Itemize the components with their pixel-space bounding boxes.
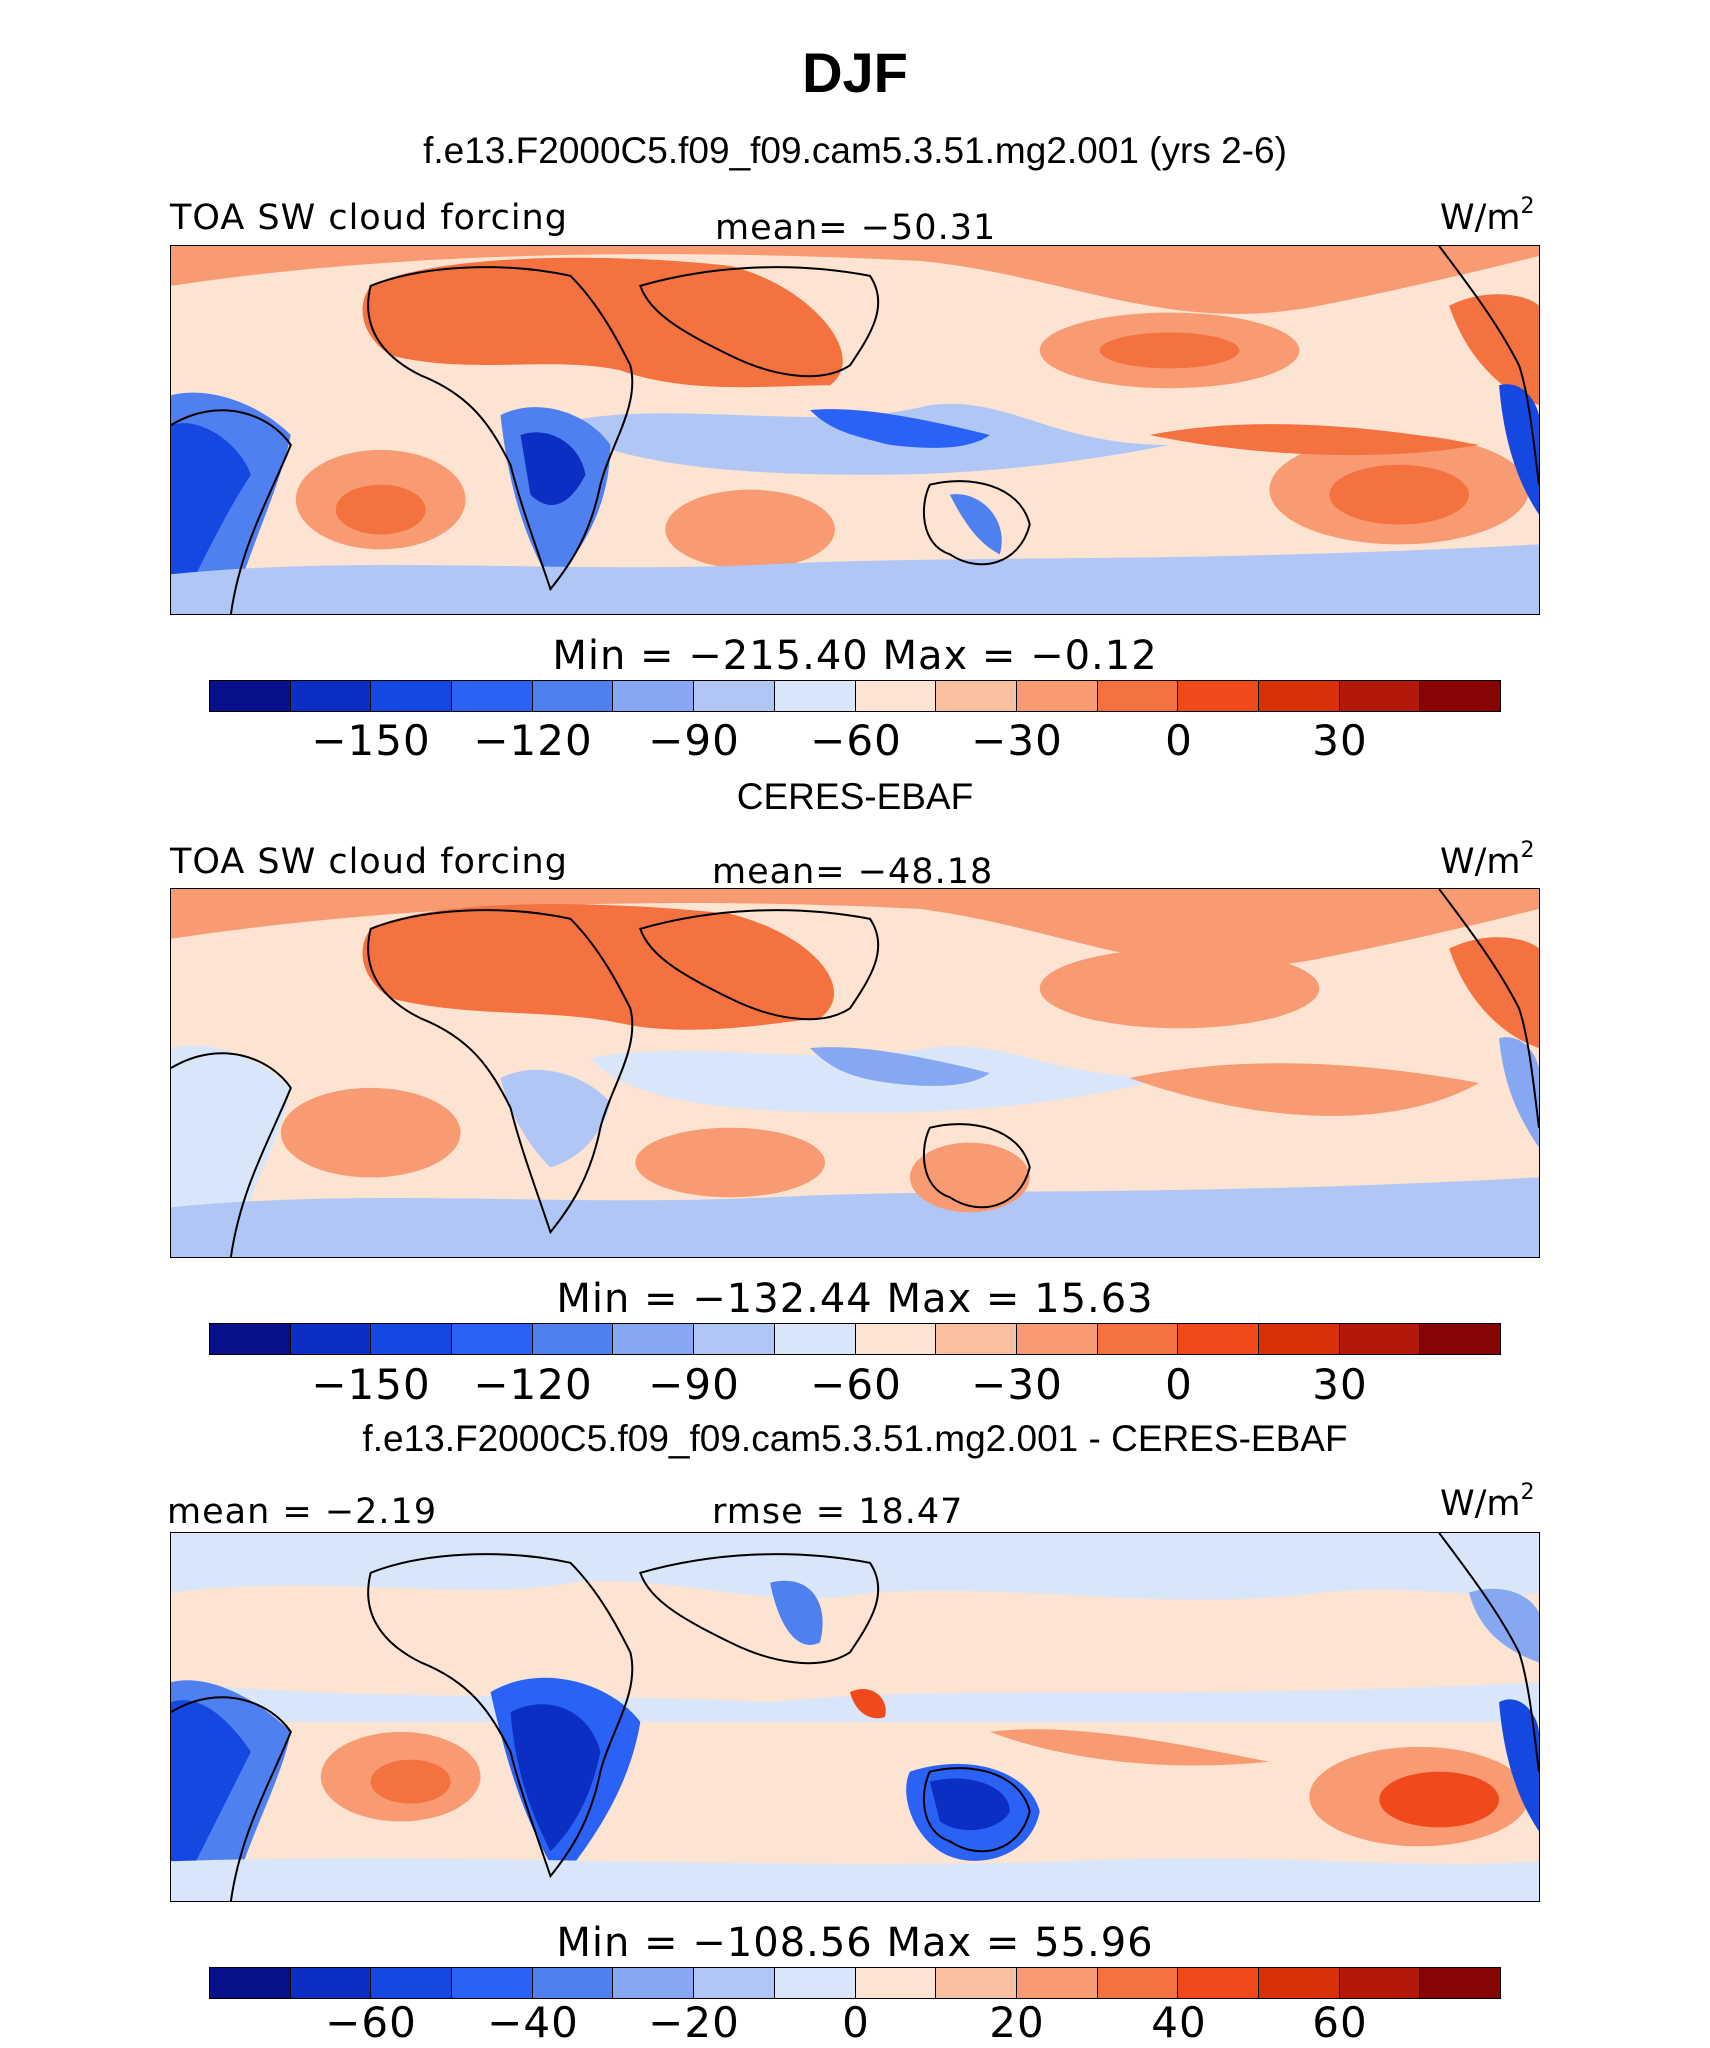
panel-3-map (170, 1532, 1540, 1902)
colorbar-segment (532, 1324, 614, 1354)
panel-3-minmax: Min = −108.56 Max = 55.96 (556, 1920, 1154, 1966)
colorbar-segment (371, 681, 453, 711)
colorbar-segment (1178, 1324, 1259, 1354)
page-title: DJF (802, 41, 908, 104)
colorbar-segment (210, 1968, 291, 1998)
panel-1-tick: −30 (971, 716, 1063, 765)
colorbar-segment (936, 681, 1017, 711)
panel-3-rmse-label: rmse = 18.47 (712, 1492, 964, 1532)
panel-1-variable-label: TOA SW cloud forcing (170, 198, 568, 238)
panel-2-tick: 30 (1312, 1360, 1368, 1409)
panel-2-units: W/m2 (1440, 838, 1535, 882)
panel-1-heading: f.e13.F2000C5.f09_f09.cam5.3.51.mg2.001 … (423, 130, 1287, 171)
panel-3-tick: 40 (1151, 1998, 1207, 2047)
panel-1-tick: −150 (311, 716, 431, 765)
panel-2-map (170, 888, 1540, 1258)
colorbar-segment (452, 1324, 533, 1354)
panel-1-tick: 0 (1165, 716, 1193, 765)
colorbar-segment (1016, 1324, 1098, 1354)
colorbar-segment (290, 1324, 372, 1354)
colorbar-segment (1420, 1968, 1500, 1998)
panel-2-mean-label: mean= −48.18 (712, 852, 994, 892)
colorbar-segment (452, 681, 533, 711)
panel-3-tick: 0 (842, 1998, 870, 2047)
panel-3-mean-label: mean = −2.19 (167, 1492, 438, 1532)
colorbar-segment (371, 1968, 453, 1998)
colorbar-segment (532, 681, 614, 711)
colorbar-segment (1178, 681, 1259, 711)
colorbar-segment (210, 1324, 291, 1354)
colorbar-segment (855, 681, 937, 711)
colorbar-segment (855, 1968, 937, 1998)
colorbar-segment (774, 681, 856, 711)
colorbar-segment (1258, 681, 1340, 711)
colorbar-segment (613, 1968, 695, 1998)
panel-2-variable-label: TOA SW cloud forcing (170, 842, 568, 882)
colorbar-segment (613, 1324, 695, 1354)
colorbar-segment (936, 1324, 1017, 1354)
colorbar-segment (694, 1324, 775, 1354)
panel-1-minmax: Min = −215.40 Max = −0.12 (552, 633, 1158, 679)
panel-1-units: W/m2 (1440, 194, 1535, 238)
panel-2-minmax: Min = −132.44 Max = 15.63 (556, 1276, 1154, 1322)
colorbar-segment (532, 1968, 614, 1998)
colorbar-segment (1339, 1324, 1421, 1354)
panel-2-tick: −120 (473, 1360, 593, 1409)
panel-1-tick: −60 (810, 716, 902, 765)
colorbar-segment (452, 1968, 533, 1998)
panel-2-tick: −90 (648, 1360, 740, 1409)
colorbar-segment (855, 1324, 937, 1354)
panel-3-tick: 60 (1312, 1998, 1368, 2047)
panel-1-mean-label: mean= −50.31 (715, 208, 997, 248)
colorbar-segment (1339, 1968, 1421, 1998)
panel-3-units: W/m2 (1440, 1480, 1535, 1524)
panel-1-map (170, 245, 1540, 615)
colorbar-segment (1097, 1968, 1179, 1998)
panel-3-heading: f.e13.F2000C5.f09_f09.cam5.3.51.mg2.001 … (362, 1418, 1348, 1459)
colorbar-segment (290, 1968, 372, 1998)
colorbar-segment (694, 1968, 775, 1998)
colorbar-segment (613, 681, 695, 711)
panel-3-tick: −20 (648, 1998, 740, 2047)
panel-2-tick: −150 (311, 1360, 431, 1409)
colorbar-segment (774, 1968, 856, 1998)
colorbar-segment (1097, 1324, 1179, 1354)
colorbar-segment (1258, 1324, 1340, 1354)
colorbar-segment (1097, 681, 1179, 711)
panel-1-colorbar (209, 680, 1501, 712)
colorbar-segment (936, 1968, 1017, 1998)
colorbar-segment (1016, 1968, 1098, 1998)
colorbar-segment (1339, 681, 1421, 711)
panel-2-tick: −30 (971, 1360, 1063, 1409)
colorbar-segment (1420, 681, 1500, 711)
colorbar-segment (774, 1324, 856, 1354)
panel-3-tick: −40 (487, 1998, 579, 2047)
panel-3-tick: 20 (989, 1998, 1045, 2047)
panel-3-tick: −60 (325, 1998, 417, 2047)
panel-2-colorbar (209, 1323, 1501, 1355)
colorbar-segment (371, 1324, 453, 1354)
panel-2-tick: −60 (810, 1360, 902, 1409)
panel-3-colorbar (209, 1967, 1501, 1999)
colorbar-segment (1178, 1968, 1259, 1998)
colorbar-segment (694, 681, 775, 711)
colorbar-segment (290, 681, 372, 711)
panel-1-tick: 30 (1312, 716, 1368, 765)
colorbar-segment (210, 681, 291, 711)
panel-1-tick: −90 (648, 716, 740, 765)
panel-2-heading: CERES-EBAF (736, 776, 974, 817)
panel-2-tick: 0 (1165, 1360, 1193, 1409)
colorbar-segment (1016, 681, 1098, 711)
colorbar-segment (1258, 1968, 1340, 1998)
panel-1-tick: −120 (473, 716, 593, 765)
colorbar-segment (1420, 1324, 1500, 1354)
